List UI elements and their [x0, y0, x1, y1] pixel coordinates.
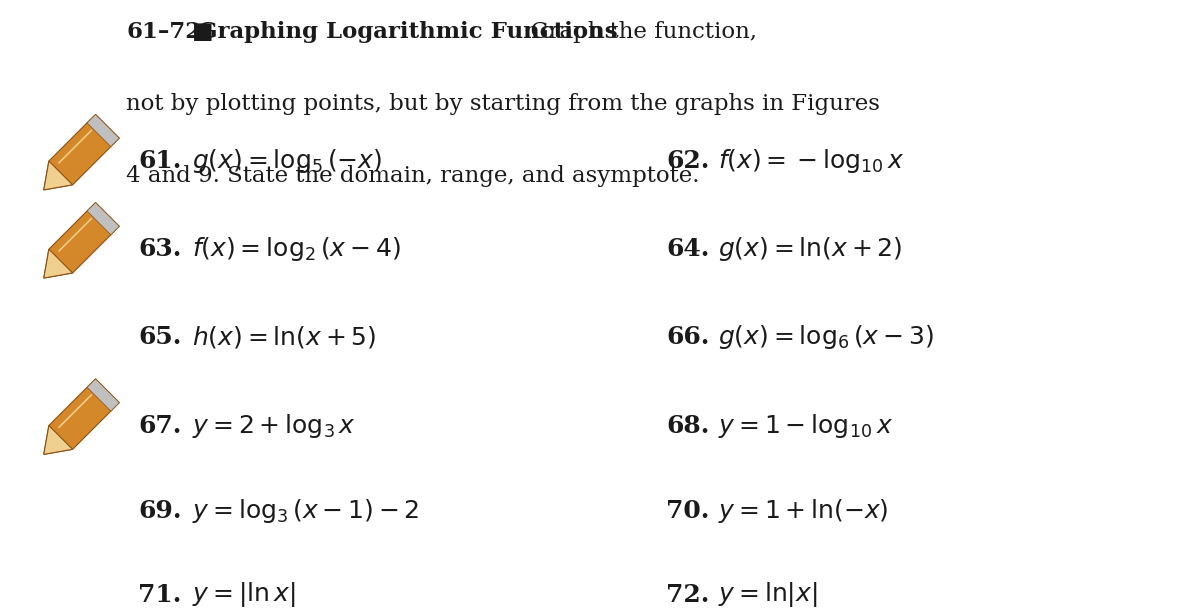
Polygon shape	[43, 379, 119, 454]
Polygon shape	[88, 114, 119, 147]
Polygon shape	[43, 161, 73, 190]
Text: $y = 2 + \log_3 x$: $y = 2 + \log_3 x$	[192, 412, 356, 440]
Polygon shape	[43, 202, 119, 278]
Text: $g(x) = \ln(x + 2)$: $g(x) = \ln(x + 2)$	[718, 235, 902, 263]
Text: ■: ■	[184, 21, 221, 43]
Text: 66.: 66.	[666, 325, 709, 350]
Polygon shape	[88, 379, 119, 411]
Text: 71.: 71.	[138, 582, 181, 607]
Text: 67.: 67.	[138, 413, 181, 438]
Text: $g(x) = \log_6(x - 3)$: $g(x) = \log_6(x - 3)$	[718, 323, 934, 351]
Text: 72.: 72.	[666, 582, 709, 607]
Text: 69.: 69.	[138, 499, 181, 523]
Text: $f(x) = \log_2(x - 4)$: $f(x) = \log_2(x - 4)$	[192, 235, 401, 263]
Text: Graphing Logarithmic Functions: Graphing Logarithmic Functions	[198, 21, 618, 43]
Text: 61.: 61.	[138, 149, 181, 173]
Text: 64.: 64.	[666, 237, 709, 261]
Text: 68.: 68.	[666, 413, 709, 438]
Text: $y = 1 - \log_{10} x$: $y = 1 - \log_{10} x$	[718, 412, 893, 440]
Text: $y = \log_3(x - 1) - 2$: $y = \log_3(x - 1) - 2$	[192, 497, 420, 525]
Text: $y = |\ln x|$: $y = |\ln x|$	[192, 580, 295, 608]
Text: Graph the function,: Graph the function,	[516, 21, 757, 43]
Polygon shape	[43, 114, 119, 190]
Text: $g(x) = \log_5(-x)$: $g(x) = \log_5(-x)$	[192, 147, 383, 175]
Text: 62.: 62.	[666, 149, 709, 173]
Text: not by plotting points, but by starting from the graphs in Figures: not by plotting points, but by starting …	[126, 93, 880, 115]
Text: $y = \ln|x|$: $y = \ln|x|$	[718, 580, 817, 608]
Text: 63.: 63.	[138, 237, 181, 261]
Text: 61–72: 61–72	[126, 21, 202, 43]
Polygon shape	[43, 249, 73, 278]
Text: 4 and 9. State the domain, range, and asymptote.: 4 and 9. State the domain, range, and as…	[126, 165, 700, 187]
Text: 65.: 65.	[138, 325, 181, 350]
Text: 70.: 70.	[666, 499, 709, 523]
Text: $y = 1 + \ln(-x)$: $y = 1 + \ln(-x)$	[718, 497, 888, 525]
Text: $h(x) = \ln(x + 5)$: $h(x) = \ln(x + 5)$	[192, 325, 377, 350]
Text: $f(x) = -\log_{10} x$: $f(x) = -\log_{10} x$	[718, 147, 905, 175]
Polygon shape	[88, 202, 119, 235]
Polygon shape	[43, 426, 73, 454]
